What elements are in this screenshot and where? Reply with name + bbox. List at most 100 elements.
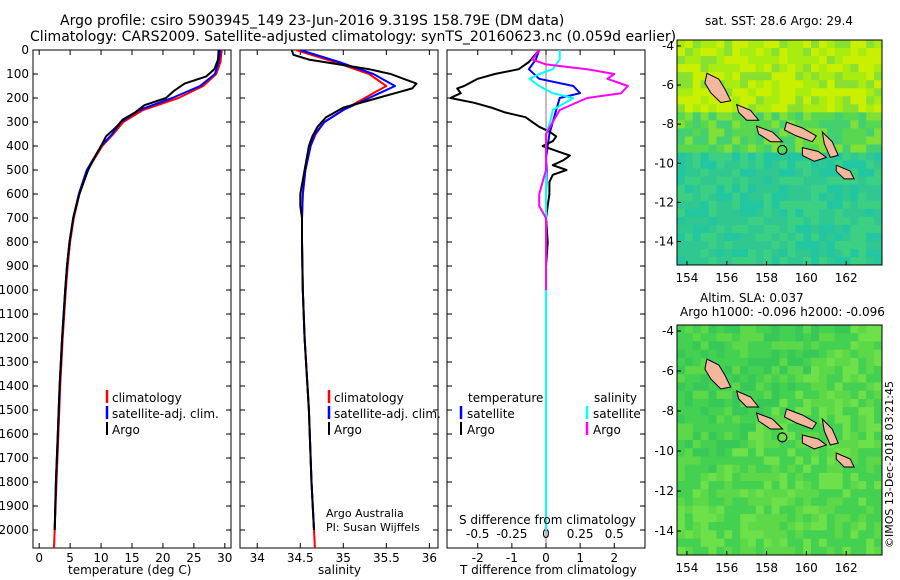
map-cell: [874, 489, 882, 498]
map-cell: [724, 40, 733, 49]
map-cell: [850, 440, 859, 449]
map-cell: [787, 232, 796, 242]
map-cell: [787, 489, 796, 498]
map-cell: [826, 176, 836, 186]
map-cell: [747, 56, 757, 65]
map-cell: [866, 232, 875, 242]
map-cell: [708, 136, 717, 145]
map-cell: [787, 256, 796, 265]
map-cell: [818, 333, 828, 342]
map-cell: [771, 200, 780, 210]
map-cell: [740, 208, 749, 218]
map-cell: [724, 64, 733, 73]
map-cell: [834, 128, 844, 137]
map-cell: [850, 325, 859, 334]
map-cell: [858, 64, 867, 73]
map-cell: [842, 489, 851, 498]
map-cell: [700, 522, 710, 531]
float-marker: [777, 432, 788, 443]
map-cell: [700, 472, 710, 482]
map-cell: [779, 120, 788, 129]
map-cell: [740, 216, 749, 226]
map-cell: [692, 456, 702, 466]
map-cell: [842, 88, 851, 97]
map-cell: [834, 176, 844, 186]
map-cell: [763, 456, 773, 466]
map-cell: [866, 152, 875, 162]
map-cell: [708, 56, 717, 65]
map-cell: [684, 546, 694, 555]
map-cell: [803, 208, 812, 218]
map-cell: [724, 80, 733, 89]
map-cell: [708, 152, 717, 162]
map-cell: [826, 341, 836, 351]
map-cell: [677, 505, 686, 515]
map-cell: [771, 333, 780, 342]
map-cell: [874, 184, 882, 194]
map-cell: [858, 224, 867, 234]
map-cell: [842, 120, 851, 129]
map-cell: [803, 160, 812, 170]
map-cell: [716, 530, 725, 540]
map-cell: [684, 136, 694, 145]
map-cell: [732, 56, 741, 65]
map-cell: [724, 497, 733, 507]
map-cell: [708, 415, 717, 425]
map-cell: [732, 88, 741, 97]
map-cell: [818, 192, 828, 202]
sst-map: [677, 40, 882, 265]
map-cell: [866, 120, 875, 129]
map-cell: [826, 120, 836, 129]
map-cell: [755, 224, 765, 234]
map-cell: [747, 374, 757, 383]
map-cell: [677, 176, 686, 186]
map-cell: [763, 333, 773, 342]
map-cell: [834, 160, 844, 170]
map-cell: [684, 56, 694, 65]
map-cell: [747, 546, 757, 555]
map-cell: [677, 136, 686, 145]
map-cell: [866, 160, 875, 170]
map-cell: [716, 56, 725, 65]
map-cell: [834, 390, 844, 400]
map-cell: [834, 88, 844, 97]
depth-tick-label: 500: [6, 163, 29, 177]
map-cell: [740, 497, 749, 507]
map-cell: [684, 341, 694, 351]
map-cell: [771, 349, 780, 359]
x-tick-label: 35: [336, 551, 351, 565]
map-cell: [866, 40, 875, 49]
map-cell: [684, 160, 694, 170]
island: [755, 125, 784, 143]
map-cell: [716, 481, 725, 490]
map-cell: [858, 176, 867, 186]
map-cell: [866, 144, 875, 153]
island: [835, 452, 855, 468]
map-cell: [740, 64, 749, 73]
map-cell: [700, 431, 710, 441]
map-cell: [677, 546, 686, 555]
map-cell: [747, 472, 757, 482]
map-cell: [677, 513, 686, 523]
map-cell: [755, 522, 765, 531]
map-cell: [787, 216, 796, 226]
map-cell: [850, 415, 859, 425]
map-cell: [724, 200, 733, 210]
map-cell: [700, 505, 710, 515]
map-cell: [779, 128, 788, 137]
map-cell: [763, 423, 773, 433]
map-cell: [842, 104, 851, 113]
map-cell: [787, 192, 796, 202]
map-cell: [850, 120, 859, 129]
map-cell: [747, 232, 757, 242]
map-x-tick-label: 160: [795, 271, 818, 285]
map-cell: [858, 333, 867, 342]
series-line-climatology: [295, 50, 388, 548]
map-cell: [700, 104, 710, 113]
map-cell: [787, 208, 796, 218]
map-cell: [850, 256, 859, 265]
map-cell: [716, 390, 725, 400]
map-cell: [803, 546, 812, 555]
series-line-salinity-satellite: [528, 50, 575, 530]
map-cell: [834, 96, 844, 105]
